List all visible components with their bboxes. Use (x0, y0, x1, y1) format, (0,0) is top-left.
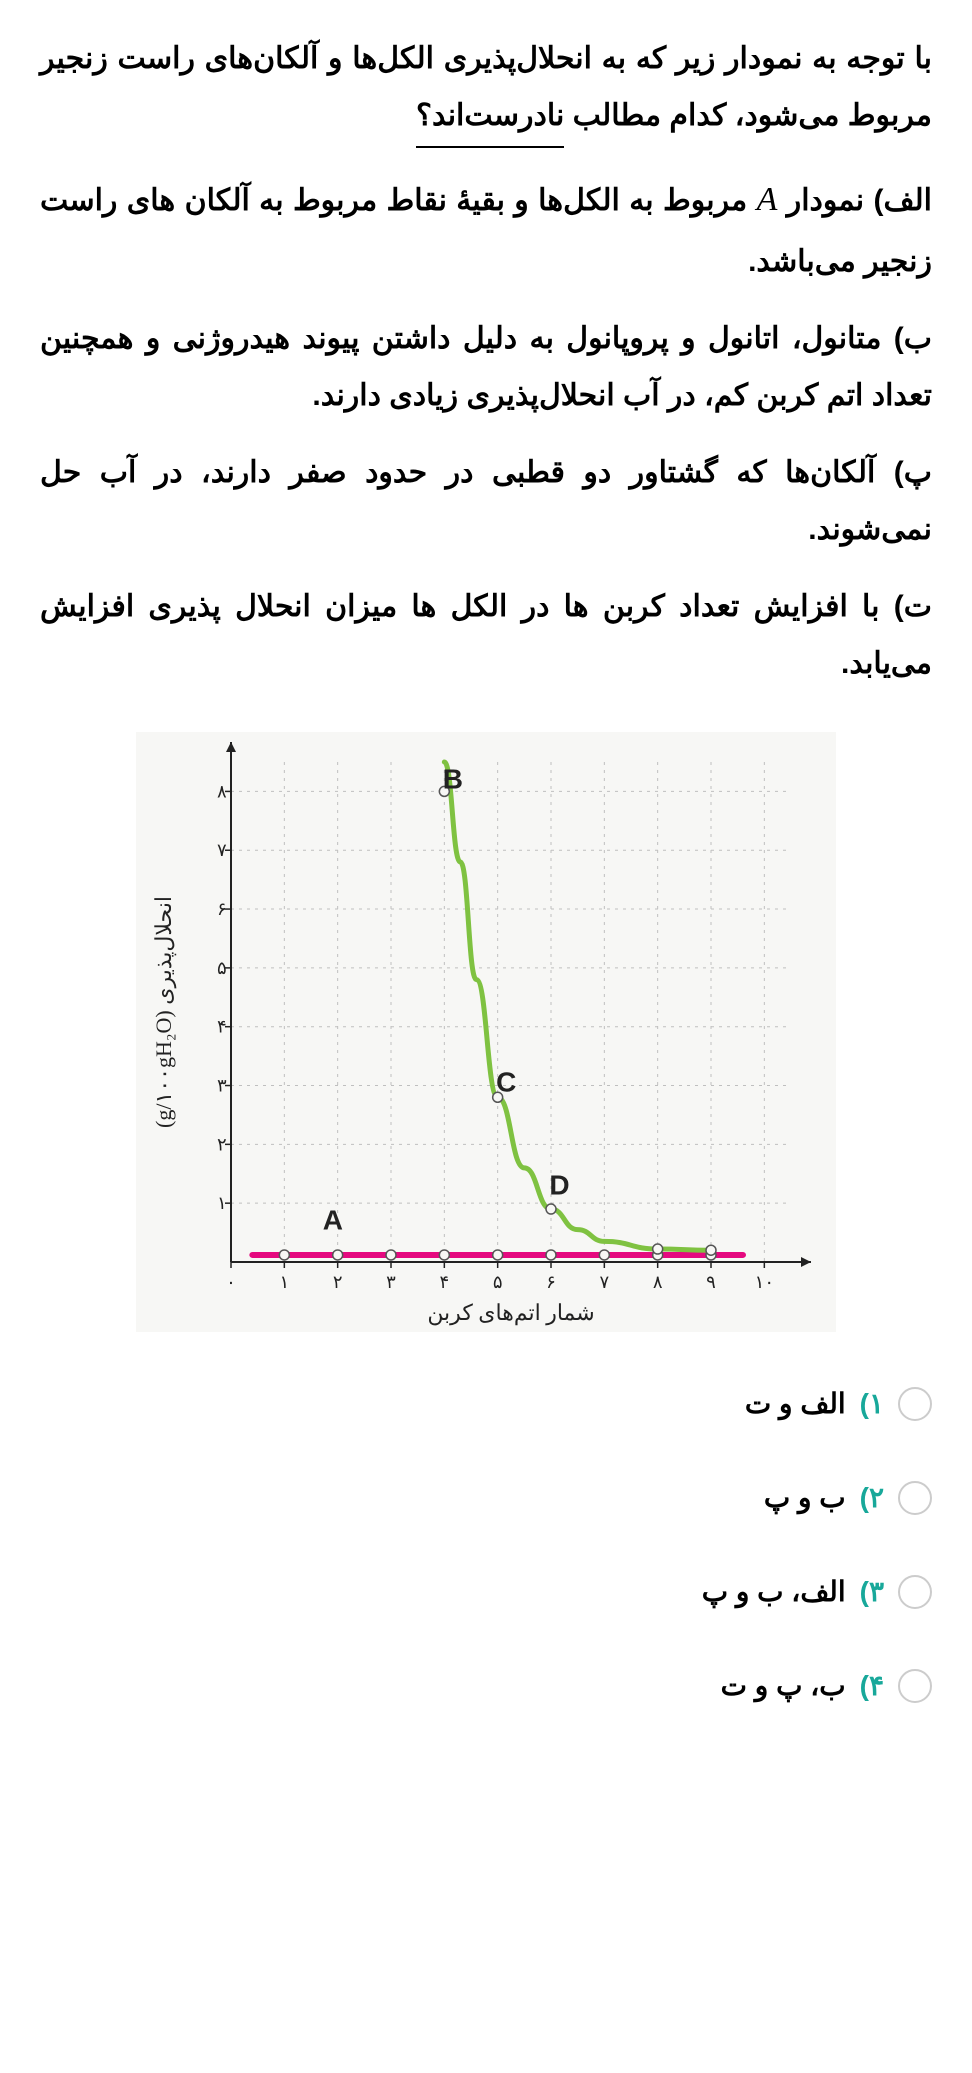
svg-text:۴: ۴ (439, 1272, 449, 1292)
chart-svg: ۰ ۱ ۲ ۳ ۴ ۵ ۶ ۷ ۸ ۹ ۱۰ ۱ ۲ ۳ ۴ ۵ ۶ ۷ ۸ شمار اتم‌های کربن انح… (136, 732, 836, 1332)
svg-text:B: B (443, 763, 463, 794)
option-number: ۲) (860, 1481, 884, 1514)
radio-icon (898, 1575, 932, 1609)
option-text: الف و ت (745, 1387, 846, 1420)
svg-text:A: A (323, 1204, 343, 1235)
option-4[interactable]: ۴) ب، پ و ت (40, 1669, 932, 1703)
statement-alef-pre: الف) نمودار (777, 184, 932, 217)
solubility-chart: ۰ ۱ ۲ ۳ ۴ ۵ ۶ ۷ ۸ ۹ ۱۰ ۱ ۲ ۳ ۴ ۵ ۶ ۷ ۸ شمار اتم‌های کربن انح… (136, 732, 836, 1337)
statement-alef: الف) نمودار A مربوط به الکل‌ها و بقیهٔ ن… (40, 168, 932, 290)
svg-text:۸: ۸ (653, 1272, 663, 1292)
svg-text:انحلال‌پذیری (g/۱۰۰gH₂O): انحلال‌پذیری (g/۱۰۰gH₂O) (151, 896, 177, 1128)
statement-alef-var: A (757, 181, 778, 218)
option-text: ب، پ و ت (721, 1669, 846, 1702)
svg-text:۲: ۲ (217, 1134, 227, 1154)
option-3[interactable]: ۳) الف، ب و پ (40, 1575, 932, 1609)
svg-text:۷: ۷ (217, 840, 227, 860)
svg-text:D: D (549, 1169, 569, 1200)
radio-icon (898, 1481, 932, 1515)
svg-text:۱: ۱ (279, 1272, 289, 1292)
option-text: الف، ب و پ (702, 1575, 846, 1608)
option-1[interactable]: ۱) الف و ت (40, 1387, 932, 1421)
svg-text:۷: ۷ (599, 1272, 609, 1292)
svg-text:۱۰: ۱۰ (755, 1272, 774, 1292)
svg-text:۲: ۲ (333, 1272, 343, 1292)
option-text: ب و پ (764, 1481, 846, 1514)
svg-text:شمار اتم‌های کربن: شمار اتم‌های کربن (427, 1300, 594, 1326)
answer-options: ۱) الف و ت ۲) ب و پ ۳) الف، ب و پ ۴) ب، … (40, 1387, 932, 1703)
radio-icon (898, 1669, 932, 1703)
svg-text:۵: ۵ (217, 957, 227, 977)
svg-text:۱: ۱ (217, 1193, 227, 1213)
statement-pe: پ) آلکان‌ها که گشتاور دو قطبی در حدود صف… (40, 444, 932, 558)
svg-text:۳: ۳ (217, 1075, 227, 1095)
svg-text:۶: ۶ (217, 899, 227, 919)
option-number: ۳) (860, 1575, 884, 1608)
svg-text:C: C (496, 1066, 516, 1097)
svg-text:۰: ۰ (226, 1272, 236, 1292)
radio-icon (898, 1387, 932, 1421)
option-number: ۱) (860, 1387, 884, 1420)
option-2[interactable]: ۲) ب و پ (40, 1481, 932, 1515)
svg-text:۸: ۸ (217, 781, 227, 801)
svg-text:۳: ۳ (386, 1272, 396, 1292)
question-underlined: نادرست‌اند؟ (416, 87, 564, 148)
statement-be: ب) متانول، اتانول و پروپانول به دلیل داش… (40, 310, 932, 424)
svg-text:۴: ۴ (217, 1016, 227, 1036)
svg-text:۵: ۵ (493, 1272, 503, 1292)
svg-text:۶: ۶ (546, 1272, 556, 1292)
option-number: ۴) (860, 1669, 884, 1702)
question-text: با توجه به نمودار زیر که به انحلال‌پذیری… (40, 30, 932, 148)
statement-te: ت) با افزایش تعداد کربن ها در الکل ها می… (40, 578, 932, 692)
svg-text:۹: ۹ (706, 1272, 716, 1292)
